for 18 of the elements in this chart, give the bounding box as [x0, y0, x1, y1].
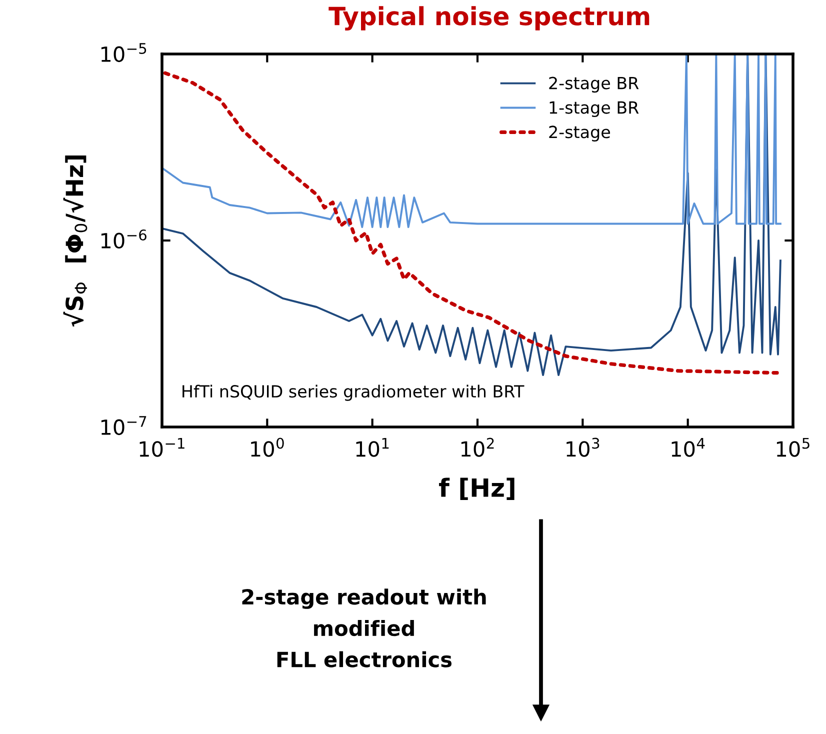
text: 2-stage readout with modified FLL electronics	[242, 588, 486, 668]
chart-title: Typical noise spectrum	[328, 6, 650, 31]
x-tick-label: 10$^{5}$	[776, 438, 810, 457]
legend-label: 2-stage	[549, 126, 610, 142]
y-tick-label: 10$^{−5}$	[101, 43, 146, 62]
annotation: HfTi nSQUID series gradiometer with BRT	[182, 384, 524, 401]
legend-label: 2-stage BR	[549, 76, 639, 93]
x-tick-label: 10$^{0}$	[251, 438, 284, 457]
x-tick-label: 10$^{1}$	[356, 438, 389, 457]
text: √S$_{Φ}$ [Φ$_{0}$/√Hz]	[63, 156, 88, 327]
x-tick-label: 10$^{2}$	[461, 438, 494, 457]
y-tick-label: 10$^{−6}$	[101, 229, 146, 249]
x-tick-label: 10$^{4}$	[672, 438, 705, 457]
legend-label: 1-stage BR	[550, 101, 639, 118]
x-tick-label: 10$^{3}$	[566, 438, 600, 457]
y-tick-label: 10$^{−7}$	[101, 416, 146, 436]
x-axis-title: f [Hz]	[439, 478, 514, 500]
x-tick-label: 10$^{−1}$	[140, 438, 184, 457]
